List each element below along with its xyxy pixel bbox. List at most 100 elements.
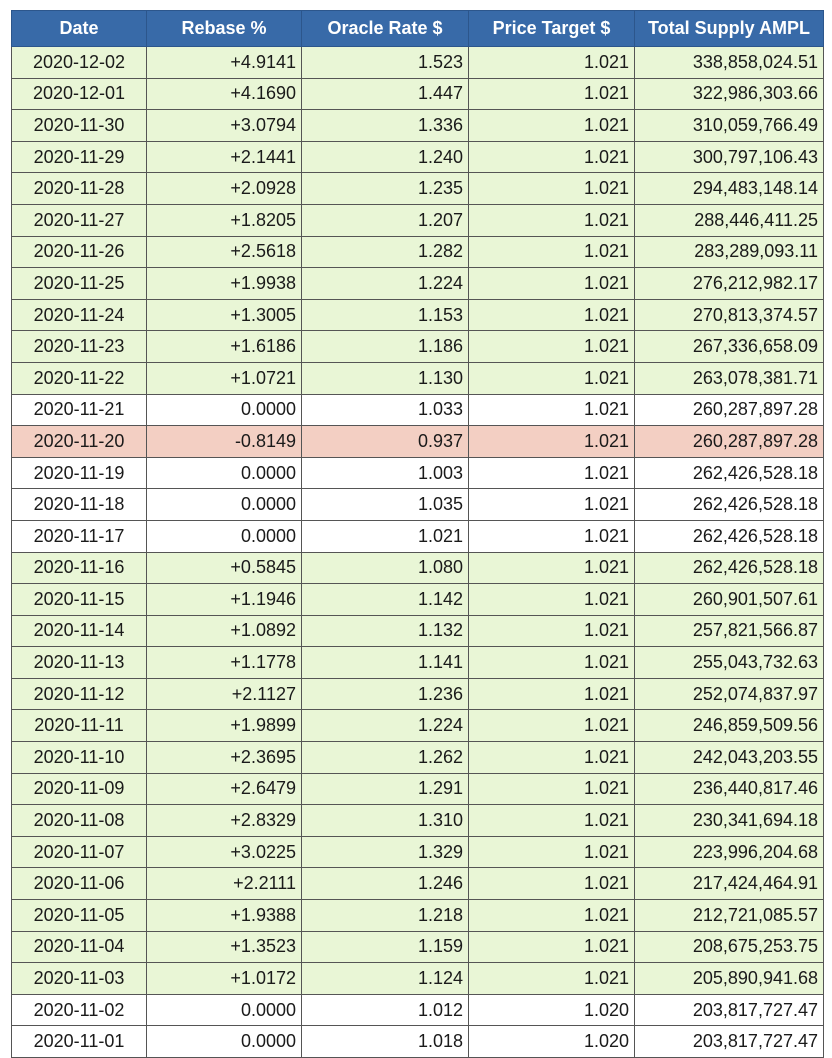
cell-price-target: 1.021: [468, 140, 635, 174]
cell-total-supply: 294,483,148.14: [634, 172, 824, 205]
cell-price-target: 1.021: [468, 361, 635, 395]
table-row: 2020-11-20 -0.8149 0.937 1.021 260,287,897.2…: [11, 425, 824, 458]
cell-total-supply: 252,074,837.97: [634, 677, 824, 711]
table-row: 2020-11-24 +1.3005 1.153 1.021 270,813,374.5…: [11, 298, 824, 332]
cell-rebase: +1.3005: [146, 298, 302, 332]
cell-date: 2020-11-21: [11, 393, 147, 427]
cell-rebase: +3.0794: [146, 109, 302, 142]
table-row: 2020-11-05 +1.9388 1.218 1.021 212,721,085.5…: [11, 899, 824, 932]
cell-date: 2020-11-30: [11, 109, 147, 142]
cell-rebase: +1.0172: [146, 962, 302, 995]
cell-rebase: +2.1127: [146, 677, 302, 711]
cell-date: 2020-11-10: [11, 741, 147, 774]
cell-total-supply: 338,858,024.51: [634, 46, 824, 79]
cell-total-supply: 276,212,982.17: [634, 267, 824, 300]
cell-rebase: +2.0928: [146, 172, 302, 205]
table-row: 2020-11-02 0.0000 1.012 1.020 203,817,727.47: [11, 993, 824, 1027]
cell-oracle-rate: 1.218: [301, 899, 469, 932]
cell-rebase: 0.0000: [146, 488, 302, 521]
cell-rebase: 0.0000: [146, 1025, 302, 1058]
column-header-rebase: Rebase %: [146, 10, 302, 47]
cell-total-supply: 223,996,204.68: [634, 835, 824, 869]
cell-rebase: +0.5845: [146, 551, 302, 585]
cell-date: 2020-11-08: [11, 804, 147, 837]
cell-oracle-rate: 1.021: [301, 519, 469, 553]
cell-date: 2020-11-07: [11, 835, 147, 869]
cell-total-supply: 230,341,694.18: [634, 804, 824, 837]
cell-total-supply: 267,336,658.09: [634, 330, 824, 363]
cell-rebase: +4.1690: [146, 77, 302, 111]
cell-rebase: +2.6479: [146, 772, 302, 806]
table-row: 2020-11-22 +1.0721 1.130 1.021 263,078,381.7…: [11, 361, 824, 395]
cell-price-target: 1.021: [468, 804, 635, 837]
cell-price-target: 1.021: [468, 551, 635, 585]
cell-total-supply: 246,859,509.56: [634, 709, 824, 743]
column-header-total-supply: Total Supply AMPL: [634, 10, 824, 47]
cell-rebase: +1.0721: [146, 361, 302, 395]
cell-rebase: 0.0000: [146, 393, 302, 427]
cell-price-target: 1.021: [468, 741, 635, 774]
cell-total-supply: 322,986,303.66: [634, 77, 824, 111]
cell-rebase: +3.0225: [146, 835, 302, 869]
cell-oracle-rate: 1.282: [301, 235, 469, 269]
cell-total-supply: 242,043,203.55: [634, 741, 824, 774]
cell-date: 2020-11-17: [11, 519, 147, 553]
cell-date: 2020-11-06: [11, 867, 147, 901]
cell-oracle-rate: 1.262: [301, 741, 469, 774]
cell-date: 2020-11-26: [11, 235, 147, 269]
cell-price-target: 1.021: [468, 962, 635, 995]
table-row: 2020-11-14 +1.0892 1.132 1.021 257,821,566.8…: [11, 614, 824, 648]
cell-price-target: 1.021: [468, 899, 635, 932]
cell-total-supply: 263,078,381.71: [634, 361, 824, 395]
cell-price-target: 1.021: [468, 519, 635, 553]
cell-total-supply: 260,287,897.28: [634, 393, 824, 427]
cell-oracle-rate: 1.235: [301, 172, 469, 205]
cell-total-supply: 310,059,766.49: [634, 109, 824, 142]
table-row: 2020-11-11 +1.9899 1.224 1.021 246,859,509.5…: [11, 709, 824, 743]
cell-date: 2020-12-01: [11, 77, 147, 111]
cell-date: 2020-11-04: [11, 930, 147, 964]
cell-rebase: +1.8205: [146, 203, 302, 237]
cell-price-target: 1.021: [468, 583, 635, 616]
cell-price-target: 1.021: [468, 393, 635, 427]
table-row: 2020-11-04 +1.3523 1.159 1.021 208,675,253.7…: [11, 930, 824, 964]
rebase-history-table-container: Date Rebase % Oracle Rate $ Price Target…: [11, 10, 824, 1058]
cell-total-supply: 236,440,817.46: [634, 772, 824, 806]
cell-total-supply: 288,446,411.25: [634, 203, 824, 237]
table-row: 2020-11-15 +1.1946 1.142 1.021 260,901,507.6…: [11, 583, 824, 616]
cell-oracle-rate: 1.236: [301, 677, 469, 711]
cell-total-supply: 217,424,464.91: [634, 867, 824, 901]
cell-oracle-rate: 1.159: [301, 930, 469, 964]
cell-rebase: +2.1441: [146, 140, 302, 174]
table-row: 2020-11-27 +1.8205 1.207 1.021 288,446,411.2…: [11, 203, 824, 237]
cell-rebase: +1.9388: [146, 899, 302, 932]
table-row: 2020-11-16 +0.5845 1.080 1.021 262,426,528.1…: [11, 551, 824, 585]
cell-price-target: 1.021: [468, 330, 635, 363]
cell-total-supply: 255,043,732.63: [634, 646, 824, 679]
cell-date: 2020-11-25: [11, 267, 147, 300]
column-header-oracle-rate: Oracle Rate $: [301, 10, 469, 47]
cell-date: 2020-11-14: [11, 614, 147, 648]
table-row: 2020-11-18 0.0000 1.035 1.021 262,426,528.18: [11, 488, 824, 521]
cell-price-target: 1.020: [468, 993, 635, 1027]
table-row: 2020-11-17 0.0000 1.021 1.021 262,426,528.18: [11, 519, 824, 553]
cell-rebase: 0.0000: [146, 993, 302, 1027]
cell-total-supply: 260,901,507.61: [634, 583, 824, 616]
cell-price-target: 1.021: [468, 109, 635, 142]
cell-price-target: 1.021: [468, 835, 635, 869]
cell-oracle-rate: 1.124: [301, 962, 469, 995]
cell-date: 2020-11-13: [11, 646, 147, 679]
table-row: 2020-11-09 +2.6479 1.291 1.021 236,440,817.4…: [11, 772, 824, 806]
cell-oracle-rate: 0.937: [301, 425, 469, 458]
table-row: 2020-11-13 +1.1778 1.141 1.021 255,043,732.6…: [11, 646, 824, 679]
cell-rebase: -0.8149: [146, 425, 302, 458]
table-row: 2020-11-25 +1.9938 1.224 1.021 276,212,982.1…: [11, 267, 824, 300]
cell-price-target: 1.021: [468, 488, 635, 521]
table-row: 2020-11-06 +2.2111 1.246 1.021 217,424,464.9…: [11, 867, 824, 901]
cell-date: 2020-11-20: [11, 425, 147, 458]
cell-total-supply: 262,426,528.18: [634, 456, 824, 490]
cell-price-target: 1.021: [468, 709, 635, 743]
table-row: 2020-12-02 +4.9141 1.523 1.021 338,858,024.5…: [11, 46, 824, 79]
cell-date: 2020-11-05: [11, 899, 147, 932]
cell-oracle-rate: 1.003: [301, 456, 469, 490]
